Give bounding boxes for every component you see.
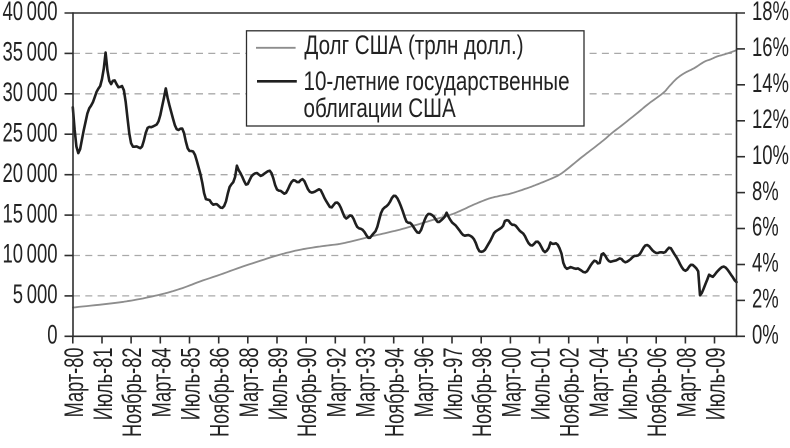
svg-text:15 000: 15 000	[2, 198, 57, 228]
svg-text:8%: 8%	[752, 175, 779, 205]
svg-text:16%: 16%	[752, 32, 789, 62]
svg-text:Ноябрь-94: Ноябрь-94	[379, 348, 409, 438]
svg-text:14%: 14%	[752, 68, 789, 98]
svg-text:20 000: 20 000	[2, 157, 57, 187]
svg-text:Ноябрь-02: Ноябрь-02	[554, 348, 584, 438]
svg-text:12%: 12%	[752, 104, 789, 134]
svg-text:6%: 6%	[752, 211, 779, 241]
svg-text:5 000: 5 000	[13, 279, 58, 309]
svg-text:Июль-05: Июль-05	[613, 348, 643, 421]
svg-text:Март-80: Март-80	[58, 348, 88, 418]
svg-text:Март-08: Март-08	[671, 348, 701, 418]
svg-text:Март-00: Март-00	[496, 348, 526, 418]
svg-text:Июль-01: Июль-01	[525, 348, 555, 421]
svg-text:30 000: 30 000	[2, 77, 57, 107]
svg-text:Июль-09: Июль-09	[700, 348, 730, 421]
svg-text:Март-92: Март-92	[321, 348, 351, 418]
svg-text:Март-96: Март-96	[408, 348, 438, 418]
svg-text:18%: 18%	[752, 0, 789, 26]
svg-text:Март-04: Март-04	[583, 348, 613, 418]
svg-text:Март-93: Март-93	[350, 348, 380, 418]
svg-text:25 000: 25 000	[2, 117, 57, 147]
svg-text:40 000: 40 000	[2, 0, 57, 26]
svg-text:Долг США (трлн долл.): Долг США (трлн долл.)	[304, 32, 523, 61]
svg-text:0: 0	[47, 319, 57, 349]
svg-text:Март-84: Март-84	[146, 348, 176, 418]
svg-text:Июль-89: Июль-89	[263, 348, 293, 421]
svg-text:Июль-85: Июль-85	[175, 348, 205, 421]
svg-text:2%: 2%	[752, 283, 779, 313]
svg-text:Ноябрь-06: Ноябрь-06	[642, 348, 672, 438]
svg-text:облигации США: облигации США	[304, 95, 456, 124]
svg-text:10%: 10%	[752, 140, 789, 170]
svg-text:10 000: 10 000	[2, 238, 57, 268]
svg-text:10-летние государственные: 10-летние государственные	[304, 68, 570, 97]
svg-text:Ноябрь-90: Ноябрь-90	[292, 348, 322, 438]
svg-text:0%: 0%	[752, 319, 779, 349]
svg-text:Июль-97: Июль-97	[438, 348, 468, 421]
svg-text:Ноябрь-86: Ноябрь-86	[204, 348, 234, 438]
svg-text:Ноябрь-98: Ноябрь-98	[467, 348, 497, 438]
svg-text:4%: 4%	[752, 247, 779, 277]
svg-text:Март-88: Март-88	[233, 348, 263, 418]
svg-text:35 000: 35 000	[2, 36, 57, 66]
svg-text:Ноябрь-82: Ноябрь-82	[117, 348, 147, 438]
svg-text:Июль-81: Июль-81	[88, 348, 118, 421]
